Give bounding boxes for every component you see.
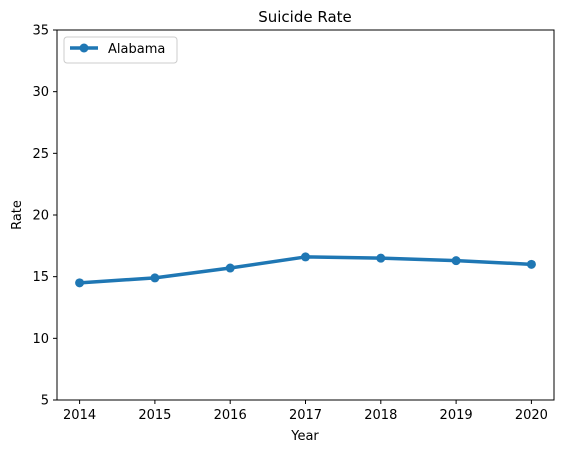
legend-label: Alabama bbox=[108, 42, 165, 57]
data-point bbox=[376, 253, 386, 263]
data-point bbox=[526, 259, 536, 269]
x-tick-label: 2020 bbox=[515, 408, 548, 423]
y-tick-label: 30 bbox=[32, 85, 49, 100]
x-tick-label: 2017 bbox=[289, 408, 322, 423]
y-tick-label: 35 bbox=[32, 24, 49, 39]
data-point bbox=[150, 273, 160, 283]
x-tick-label: 2018 bbox=[364, 408, 397, 423]
data-point bbox=[225, 263, 235, 273]
series-layer bbox=[75, 252, 536, 288]
legend-box bbox=[63, 36, 178, 64]
plot-frame bbox=[56, 29, 555, 401]
y-tick-label: 25 bbox=[32, 147, 49, 162]
x-tick-label: 2019 bbox=[440, 408, 473, 423]
x-tick-label: 2014 bbox=[63, 408, 96, 423]
y-tick-label: 20 bbox=[32, 209, 49, 224]
y-tick-label: 10 bbox=[32, 332, 49, 347]
x-axis-label: Year bbox=[290, 429, 319, 444]
legend-marker bbox=[79, 43, 89, 53]
data-point bbox=[75, 278, 85, 288]
y-tick-label: 5 bbox=[41, 394, 49, 409]
axis-ticks: 2014 2015 2016 2017 2018 2019 2020 5 10 15 20 25 30 3… bbox=[32, 24, 548, 424]
legend: Alabama bbox=[63, 36, 178, 64]
chart-title: Suicide Rate bbox=[258, 8, 352, 26]
y-tick-label: 15 bbox=[32, 270, 49, 285]
data-point bbox=[451, 256, 461, 266]
data-point bbox=[301, 252, 310, 262]
x-tick-label: 2016 bbox=[214, 408, 247, 423]
x-tick-label: 2015 bbox=[138, 408, 171, 423]
y-axis-label: Rate bbox=[10, 200, 25, 230]
